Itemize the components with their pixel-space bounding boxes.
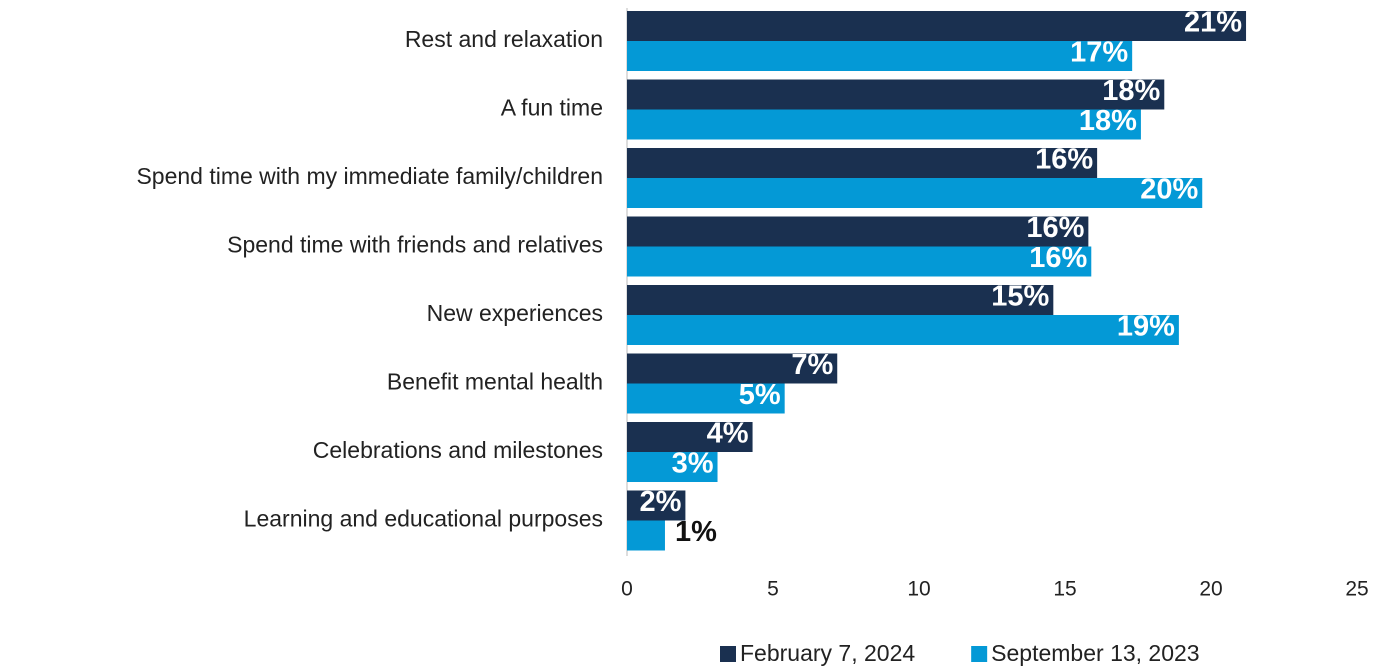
x-tick-label: 20 [1199,578,1222,601]
bar [627,452,718,482]
value-label: 15% [991,281,1049,313]
category-label: Benefit mental health [387,369,603,395]
value-label: 18% [1102,75,1160,107]
bar [627,41,1133,71]
value-label: 3% [672,448,714,480]
bar [627,383,785,414]
value-label: 21% [1184,7,1242,39]
value-label: 18% [1079,105,1137,137]
value-label: 16% [1029,242,1087,274]
category-label: Spend time with friends and relatives [227,232,603,258]
x-tick-label: 15 [1053,578,1076,601]
value-label: 16% [1035,144,1093,176]
value-label: 20% [1140,174,1198,206]
value-label: 19% [1117,311,1175,343]
bar [627,353,838,384]
x-tick-label: 5 [767,578,779,601]
category-label: New experiences [427,300,603,326]
x-tick-label: 0 [621,578,633,601]
value-label: 4% [707,418,749,450]
legend-swatch [971,646,988,662]
bar [627,520,665,551]
bar [627,148,1098,178]
value-label: 17% [1070,37,1128,69]
value-label: 7% [791,349,833,381]
category-label: A fun time [501,95,603,121]
bar [627,109,1141,140]
value-label: 2% [639,486,681,518]
bar [627,11,1247,41]
legend-label: February 7, 2024 [740,640,915,666]
x-tick-label: 25 [1345,578,1368,601]
legend-label: September 13, 2023 [991,640,1199,666]
bar [627,178,1203,208]
bar [627,79,1165,110]
x-tick-label: 10 [907,578,930,601]
bar [627,216,1089,247]
value-label: 5% [739,379,781,411]
bar [627,285,1054,315]
value-label: 16% [1026,212,1084,244]
bar [627,422,753,452]
category-label: Spend time with my immediate family/chil… [136,163,603,189]
category-label: Learning and educational purposes [244,506,603,532]
bar [627,246,1092,277]
value-label: 1% [675,516,717,548]
bar [627,315,1179,345]
legend-swatch [720,646,736,662]
bar [627,490,686,521]
category-label: Rest and relaxation [405,26,603,52]
category-label: Celebrations and milestones [313,437,603,463]
